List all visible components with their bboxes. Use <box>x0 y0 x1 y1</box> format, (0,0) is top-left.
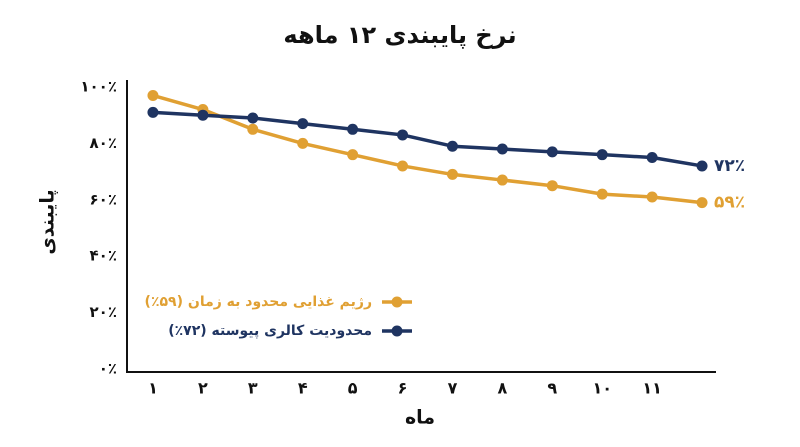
x-tick-label: ۳ <box>248 379 258 398</box>
chart-title: نرخ پایبندی ۱۲ ماهه <box>283 21 516 49</box>
point <box>147 89 159 101</box>
data-label: ۵۹٪ <box>714 193 745 213</box>
y-tick-label: ۰٪ <box>99 360 117 378</box>
point <box>247 112 259 124</box>
x-tick-label: ۴ <box>298 379 308 398</box>
point <box>646 191 658 203</box>
point <box>297 137 309 149</box>
point <box>397 129 409 141</box>
point <box>546 180 558 192</box>
point <box>347 149 359 161</box>
point <box>596 149 608 161</box>
point <box>446 168 458 180</box>
point <box>347 123 359 135</box>
legend-marker <box>391 296 403 308</box>
point <box>646 152 658 163</box>
x-tick-label: ۹ <box>547 379 557 398</box>
point <box>297 118 309 130</box>
point <box>696 160 708 172</box>
series-line <box>152 93 703 205</box>
y-tick-label: ۸۰٪ <box>90 134 117 152</box>
x-tick-label: ۱۰ <box>592 379 612 398</box>
y-tick-label: ۴۰٪ <box>90 247 117 265</box>
x-tick-label: ۲ <box>198 379 208 398</box>
legend-label: محدودیت کالری پیوسته (۷۲٪) <box>168 323 372 339</box>
point <box>496 174 508 186</box>
x-tick-label: ۱ <box>148 379 158 398</box>
point <box>496 143 508 155</box>
legend-marker <box>391 325 403 337</box>
series-line <box>152 110 703 168</box>
x-tick-label: ۸ <box>497 379 507 398</box>
data-label: ۷۲٪ <box>714 156 745 176</box>
point <box>696 197 708 209</box>
point <box>147 106 159 118</box>
x-axis-label: ماه <box>405 407 435 429</box>
y-tick-label: ۱۰۰٪ <box>80 78 117 96</box>
x-tick-label: ۱۱ <box>642 379 662 398</box>
y-axis-label: پایبندی <box>37 189 59 254</box>
y-tick-label: ۲۰٪ <box>90 303 117 321</box>
point <box>397 160 409 172</box>
y-tick-label: ۶۰٪ <box>90 190 117 208</box>
x-tick-label: ۵ <box>348 379 358 398</box>
x-tick-label: ۶ <box>398 379 408 398</box>
point <box>446 140 458 152</box>
point <box>546 146 558 158</box>
x-tick-label: ۷ <box>448 379 458 398</box>
legend-label: رژیم غذایی محدود به زمان (۵۹٪) <box>145 294 372 310</box>
point <box>247 123 259 135</box>
point <box>596 188 608 200</box>
point <box>197 109 209 121</box>
